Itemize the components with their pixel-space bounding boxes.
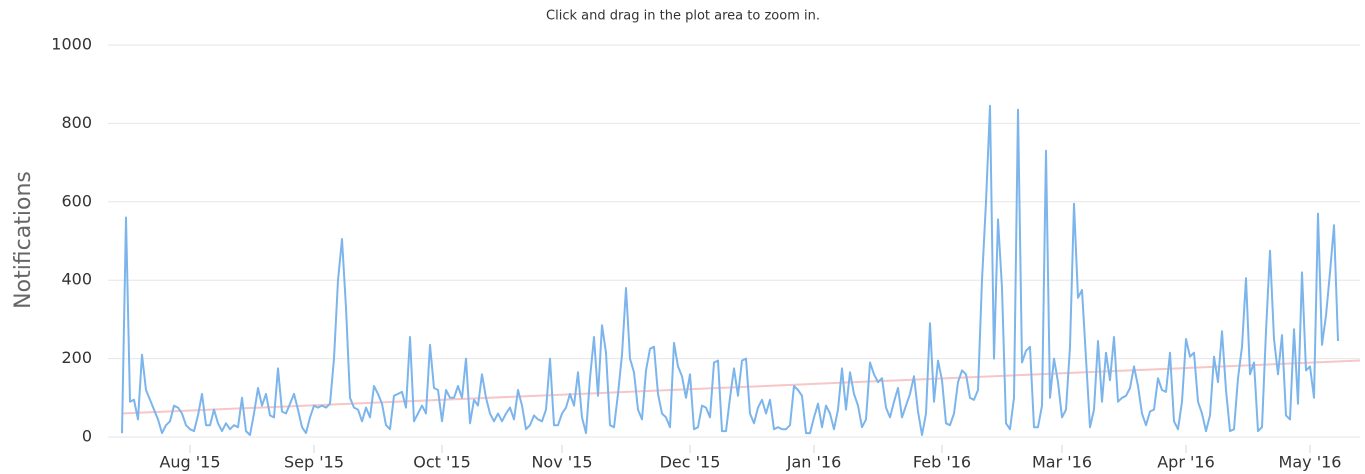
data-line: [121, 104, 1339, 436]
y-tick-label: 1000: [51, 35, 92, 54]
y-tick-label: 0: [82, 427, 92, 446]
x-tick-label: Oct '15: [413, 453, 471, 472]
x-tick-label: Feb '16: [913, 453, 971, 472]
y-tick-label: 800: [61, 113, 92, 132]
x-tick-label: May '16: [1279, 453, 1342, 472]
y-tick-label: 600: [61, 191, 92, 210]
y-tick-label: 400: [61, 270, 92, 289]
x-tick-label: Mar '16: [1032, 453, 1092, 472]
x-tick-label: Sep '15: [284, 453, 344, 472]
x-tick-label: Aug '15: [159, 453, 220, 472]
y-tick-label: 200: [61, 348, 92, 367]
x-tick-label: Jan '16: [786, 453, 842, 472]
chart-subtitle: Click and drag in the plot area to zoom …: [546, 9, 820, 24]
x-tick-label: Dec '15: [660, 453, 721, 472]
x-tick-label: Apr '16: [1157, 453, 1215, 472]
y-axis-title: Notifications: [11, 171, 36, 309]
x-tick-label: Nov '15: [531, 453, 592, 472]
